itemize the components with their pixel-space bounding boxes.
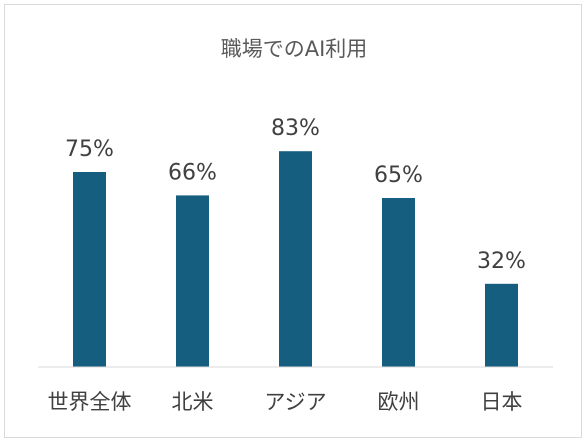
value-label-3: 65% — [374, 163, 423, 188]
category-label-3: 欧州 — [378, 390, 420, 414]
value-label-2: 83% — [271, 116, 320, 141]
category-label-0: 世界全体 — [48, 390, 132, 414]
value-label-4: 32% — [477, 249, 526, 274]
bar-2 — [279, 151, 312, 367]
bar-3 — [382, 198, 415, 367]
category-labels-group: 世界全体 北米 アジア 欧州 日本 — [48, 390, 523, 414]
bar-4 — [485, 283, 518, 367]
value-label-1: 66% — [168, 160, 217, 185]
category-label-2: アジア — [264, 390, 326, 414]
category-label-4: 日本 — [481, 390, 523, 414]
bar-0 — [73, 172, 106, 367]
bar-1 — [176, 195, 209, 367]
chart-title: 職場でのAI利用 — [220, 37, 368, 61]
category-label-1: 北米 — [172, 390, 214, 414]
value-labels-group: 75% 66% 83% 65% 32% — [65, 116, 526, 274]
bars-group — [73, 151, 518, 367]
value-label-0: 75% — [65, 137, 114, 162]
